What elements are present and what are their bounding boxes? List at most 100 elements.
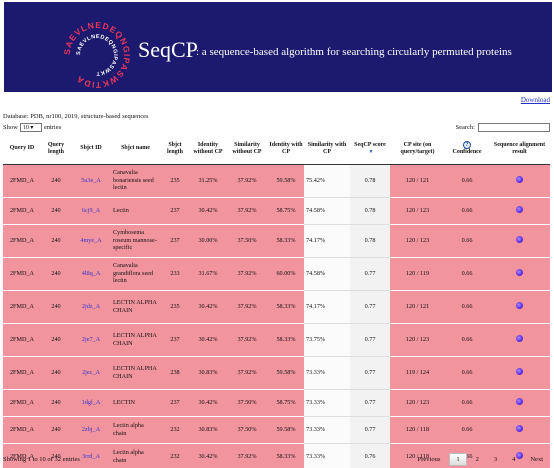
similarity-without-cp-cell: 37.92% <box>226 290 268 324</box>
cp-site-cell: 120 / 121 <box>390 164 445 198</box>
col-seqcp-score[interactable]: SeqCP score ▼ <box>350 134 390 165</box>
query-length-cell: 240 <box>41 164 71 198</box>
cp-site-cell: 120 / 118 <box>390 443 445 468</box>
similarity-without-cp-cell: 37.92% <box>226 197 268 225</box>
alignment-result-cell <box>489 164 550 198</box>
col-identity-without-cp[interactable]: Identity without CP <box>190 134 226 165</box>
identity-with-cp-cell: 58.75% <box>268 389 304 417</box>
molecule-icon[interactable] <box>516 175 523 183</box>
sbjct-length-cell: 237 <box>160 323 190 357</box>
sbjct-id-link[interactable]: 2je7_A <box>81 335 101 343</box>
header-banner: SAEVLNEDEQNGIPASWKTIDA SAEVLNEDEQNGIPASW… <box>4 2 552 92</box>
page-3-button[interactable]: 3 <box>493 456 498 463</box>
alignment-result-cell <box>489 443 550 468</box>
search-input[interactable] <box>478 123 550 132</box>
col-query-id[interactable]: Query ID <box>3 134 41 165</box>
seqcp-score-cell: 0.77 <box>350 389 390 417</box>
previous-button[interactable]: Previous <box>417 456 441 463</box>
col-alignment-result[interactable]: Sequence alignment result <box>489 134 550 165</box>
identity-with-cp-cell: 58.33% <box>268 443 304 468</box>
seqcp-score-cell: 0.78 <box>350 164 390 198</box>
page-2-button[interactable]: 2 <box>475 456 479 463</box>
sbjct-id-cell: 2jdz_A <box>71 290 111 324</box>
col-confidence[interactable]: ? Confidence <box>445 134 489 165</box>
query-length-cell: 240 <box>41 416 71 444</box>
identity-without-cp-cell: 30.42% <box>190 389 226 417</box>
page-1-button[interactable]: 1 <box>449 453 467 466</box>
table-row: 2FMD_A 240 5u3e_A Canavalia bonariensis see… <box>3 164 550 198</box>
col-cp-site[interactable]: CP site (on query/target) <box>390 134 445 165</box>
alignment-result-cell <box>489 416 550 444</box>
sbjct-id-cell: 2zbj_A <box>71 416 111 444</box>
sbjct-name-cell: Lectin alpha chain <box>111 416 160 444</box>
molecule-icon[interactable] <box>516 367 523 375</box>
sbjct-length-cell: 232 <box>160 416 190 444</box>
molecule-icon[interactable] <box>516 268 523 276</box>
cp-site-cell: 120 / 123 <box>390 389 445 417</box>
sbjct-length-cell: 237 <box>160 197 190 225</box>
similarity-without-cp-cell: 37.50% <box>226 224 268 258</box>
help-icon[interactable]: ? <box>463 141 471 150</box>
sbjct-id-link[interactable]: 1dgl_A <box>81 398 101 406</box>
sbjct-id-link[interactable]: 2zbj_A <box>81 425 101 433</box>
col-similarity-without-cp[interactable]: Similarity without CP <box>226 134 268 165</box>
molecule-icon[interactable] <box>516 397 523 405</box>
sbjct-name-cell: LECTIN ALPHA CHAIN <box>111 323 160 357</box>
sbjct-id-link[interactable]: 6cj9_A <box>81 206 101 214</box>
identity-with-cp-cell: 59.58% <box>268 416 304 444</box>
similarity-without-cp-cell: 37.50% <box>226 389 268 417</box>
query-length-cell: 240 <box>41 356 71 390</box>
molecule-icon[interactable] <box>516 424 523 432</box>
alignment-result-cell <box>489 323 550 357</box>
sbjct-id-link[interactable]: 2jdz_A <box>81 302 101 310</box>
sbjct-id-cell: 4l8q_A <box>71 257 111 291</box>
cp-site-cell: 120 / 123 <box>390 224 445 258</box>
col-sbjct-id[interactable]: Sbjct ID <box>71 134 111 165</box>
identity-with-cp-cell: 58.33% <box>268 290 304 324</box>
molecule-icon[interactable] <box>516 235 523 243</box>
query-id-cell: 2FMD_A <box>3 290 41 324</box>
col-query-length[interactable]: Query length <box>41 134 71 165</box>
col-sbjct-name[interactable]: Sbjct name <box>111 134 160 165</box>
molecule-icon[interactable] <box>516 301 523 309</box>
seqcp-score-cell: 0.78 <box>350 224 390 258</box>
sbjct-id-link[interactable]: 4mye_A <box>80 236 102 244</box>
page-4-button[interactable]: 4 <box>512 456 516 463</box>
confidence-cell: 0.66 <box>445 164 489 198</box>
seqcp-logo: SAEVLNEDEQNGIPASWKTIDA SAEVLNEDEQNGIPASW… <box>62 20 131 90</box>
show-label: Show <box>3 124 18 131</box>
query-id-cell: 2FMD_A <box>3 323 41 357</box>
query-id-cell: 2FMD_A <box>3 164 41 198</box>
sbjct-id-link[interactable]: 5u3e_A <box>81 176 101 184</box>
similarity-without-cp-cell: 37.92% <box>226 443 268 468</box>
confidence-cell: 0.66 <box>445 389 489 417</box>
confidence-cell: 0.66 <box>445 290 489 324</box>
download-link[interactable]: Download <box>520 96 550 104</box>
query-length-cell: 240 <box>41 389 71 417</box>
query-length-cell: 240 <box>41 257 71 291</box>
entries-select[interactable]: 10 ▾ <box>19 123 42 132</box>
table-row: 2FMD_A 240 2je7_A LECTIN ALPHA CHAIN 237 30.4… <box>3 323 550 357</box>
molecule-icon[interactable] <box>516 205 523 213</box>
table-row: 2FMD_A 240 4l8q_A Canavalia grandiflora see… <box>3 257 550 291</box>
sbjct-id-link[interactable]: 3rrd_A <box>82 452 100 460</box>
col-identity-with-cp[interactable]: Identity with CP <box>268 134 304 165</box>
identity-without-cp-cell: 30.42% <box>190 323 226 357</box>
query-id-cell: 2FMD_A <box>3 356 41 390</box>
seqcp-score-cell: 0.77 <box>350 323 390 357</box>
sbjct-name-cell: LECTIN ALPHA CHAIN <box>111 356 160 390</box>
molecule-icon[interactable] <box>516 334 523 342</box>
similarity-with-cp-cell: 73.33% <box>304 416 350 444</box>
col-similarity-with-cp[interactable]: Similarity with CP <box>304 134 350 165</box>
identity-with-cp-cell: 58.33% <box>268 323 304 357</box>
sbjct-id-link[interactable]: 2jec_A <box>82 368 100 376</box>
confidence-cell: 0.66 <box>445 323 489 357</box>
sbjct-length-cell: 233 <box>160 257 190 291</box>
col-sbjct-length[interactable]: Sbjct length <box>160 134 190 165</box>
sbjct-id-link[interactable]: 4l8q_A <box>81 269 101 277</box>
sbjct-name-cell: LECTIN ALPHA CHAIN <box>111 290 160 324</box>
results-table: Query ID Query length Sbjct ID Sbjct nam… <box>3 134 550 468</box>
seqcp-score-cell: 0.78 <box>350 197 390 225</box>
next-button[interactable]: Next <box>530 456 543 463</box>
molecule-icon[interactable] <box>516 451 523 459</box>
